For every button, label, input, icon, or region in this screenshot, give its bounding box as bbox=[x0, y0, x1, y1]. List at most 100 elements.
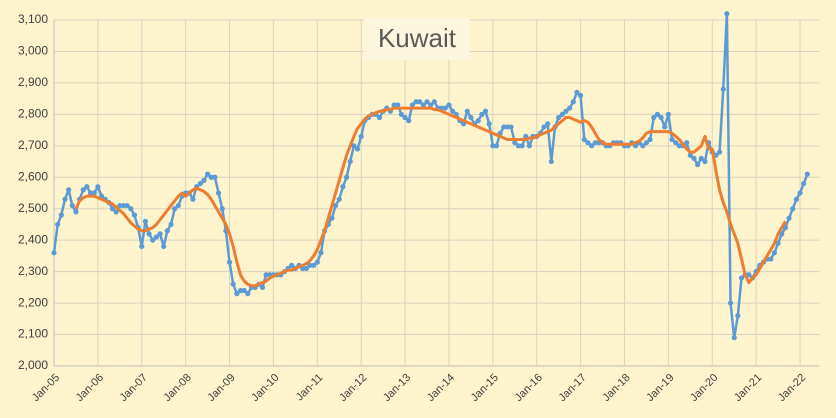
data-point bbox=[153, 234, 159, 240]
data-point bbox=[347, 158, 353, 165]
data-point bbox=[354, 146, 361, 152]
y-tick-label: 3,100 bbox=[18, 12, 48, 26]
data-point bbox=[215, 190, 222, 196]
data-point bbox=[80, 187, 86, 193]
data-point bbox=[172, 206, 178, 212]
data-point bbox=[793, 196, 799, 202]
data-point bbox=[376, 114, 383, 121]
data-point bbox=[790, 206, 796, 212]
data-point bbox=[226, 259, 233, 265]
y-tick-label: 2,700 bbox=[18, 138, 48, 152]
data-point bbox=[314, 259, 320, 265]
data-point bbox=[804, 171, 810, 177]
data-point bbox=[124, 202, 130, 209]
data-point bbox=[662, 124, 668, 130]
data-point bbox=[204, 171, 211, 177]
data-point bbox=[409, 102, 415, 108]
data-point bbox=[673, 140, 679, 146]
data-point bbox=[716, 149, 723, 155]
data-point bbox=[771, 250, 778, 256]
data-point bbox=[289, 262, 295, 268]
data-point bbox=[585, 140, 591, 146]
data-point bbox=[161, 243, 167, 250]
data-point bbox=[592, 140, 598, 146]
data-point bbox=[526, 143, 533, 149]
data-point bbox=[490, 143, 496, 149]
data-point bbox=[567, 105, 573, 111]
series-line bbox=[74, 106, 787, 288]
data-point bbox=[263, 272, 269, 278]
data-point bbox=[501, 124, 507, 130]
data-point bbox=[640, 143, 646, 149]
data-point bbox=[768, 256, 774, 262]
data-point bbox=[259, 284, 266, 290]
data-point bbox=[698, 155, 704, 161]
data-point bbox=[117, 202, 123, 209]
data-point bbox=[588, 143, 595, 149]
data-point bbox=[332, 202, 339, 209]
data-point bbox=[643, 140, 650, 146]
data-point bbox=[150, 237, 156, 243]
y-tick-label: 3,000 bbox=[18, 44, 48, 58]
data-point bbox=[574, 89, 580, 95]
data-point bbox=[395, 102, 401, 108]
title-box bbox=[364, 18, 470, 60]
data-point bbox=[398, 111, 405, 117]
data-point bbox=[508, 124, 514, 130]
data-point bbox=[687, 152, 693, 158]
data-point bbox=[720, 86, 726, 92]
data-point bbox=[406, 118, 412, 124]
data-point bbox=[786, 215, 792, 221]
data-point bbox=[307, 262, 313, 268]
data-point bbox=[197, 180, 203, 187]
data-point bbox=[91, 190, 97, 196]
data-point bbox=[139, 243, 145, 250]
data-point bbox=[237, 287, 244, 294]
data-point bbox=[684, 140, 690, 146]
data-point bbox=[570, 99, 576, 105]
data-point bbox=[738, 275, 745, 281]
data-point bbox=[318, 250, 324, 256]
data-point bbox=[190, 196, 196, 202]
data-point bbox=[69, 202, 75, 209]
data-point bbox=[442, 105, 448, 111]
data-point bbox=[775, 240, 781, 246]
data-point bbox=[168, 221, 174, 228]
data-point bbox=[157, 231, 163, 237]
y-tick-label: 2,800 bbox=[18, 107, 48, 121]
data-point bbox=[563, 108, 569, 114]
data-point bbox=[87, 190, 94, 196]
data-point bbox=[128, 206, 134, 212]
data-point bbox=[420, 102, 426, 108]
y-tick-label: 2,400 bbox=[18, 232, 48, 246]
y-tick-label: 2,000 bbox=[18, 358, 48, 372]
data-point bbox=[446, 102, 452, 108]
data-point bbox=[475, 118, 481, 124]
y-tick-label: 2,300 bbox=[18, 264, 48, 278]
data-point bbox=[73, 209, 79, 215]
data-point bbox=[731, 335, 737, 341]
data-point bbox=[482, 108, 489, 114]
data-point bbox=[131, 212, 138, 218]
data-point bbox=[66, 187, 72, 193]
data-point bbox=[311, 262, 317, 268]
data-point bbox=[797, 190, 803, 196]
data-point bbox=[120, 202, 127, 209]
data-point bbox=[548, 158, 554, 165]
data-point bbox=[51, 250, 57, 256]
data-point bbox=[541, 124, 547, 130]
data-point bbox=[391, 102, 397, 108]
y-tick-label: 2,900 bbox=[18, 75, 48, 89]
y-tick-label: 2,500 bbox=[18, 201, 48, 215]
data-point bbox=[512, 140, 518, 146]
data-point bbox=[431, 99, 437, 105]
data-point bbox=[654, 111, 661, 117]
plot-area bbox=[51, 11, 810, 341]
data-point bbox=[343, 174, 350, 180]
data-point bbox=[212, 174, 218, 180]
data-point bbox=[691, 155, 697, 161]
data-point bbox=[669, 136, 675, 143]
data-point bbox=[493, 143, 500, 149]
data-point bbox=[336, 196, 342, 202]
data-point bbox=[340, 184, 346, 190]
